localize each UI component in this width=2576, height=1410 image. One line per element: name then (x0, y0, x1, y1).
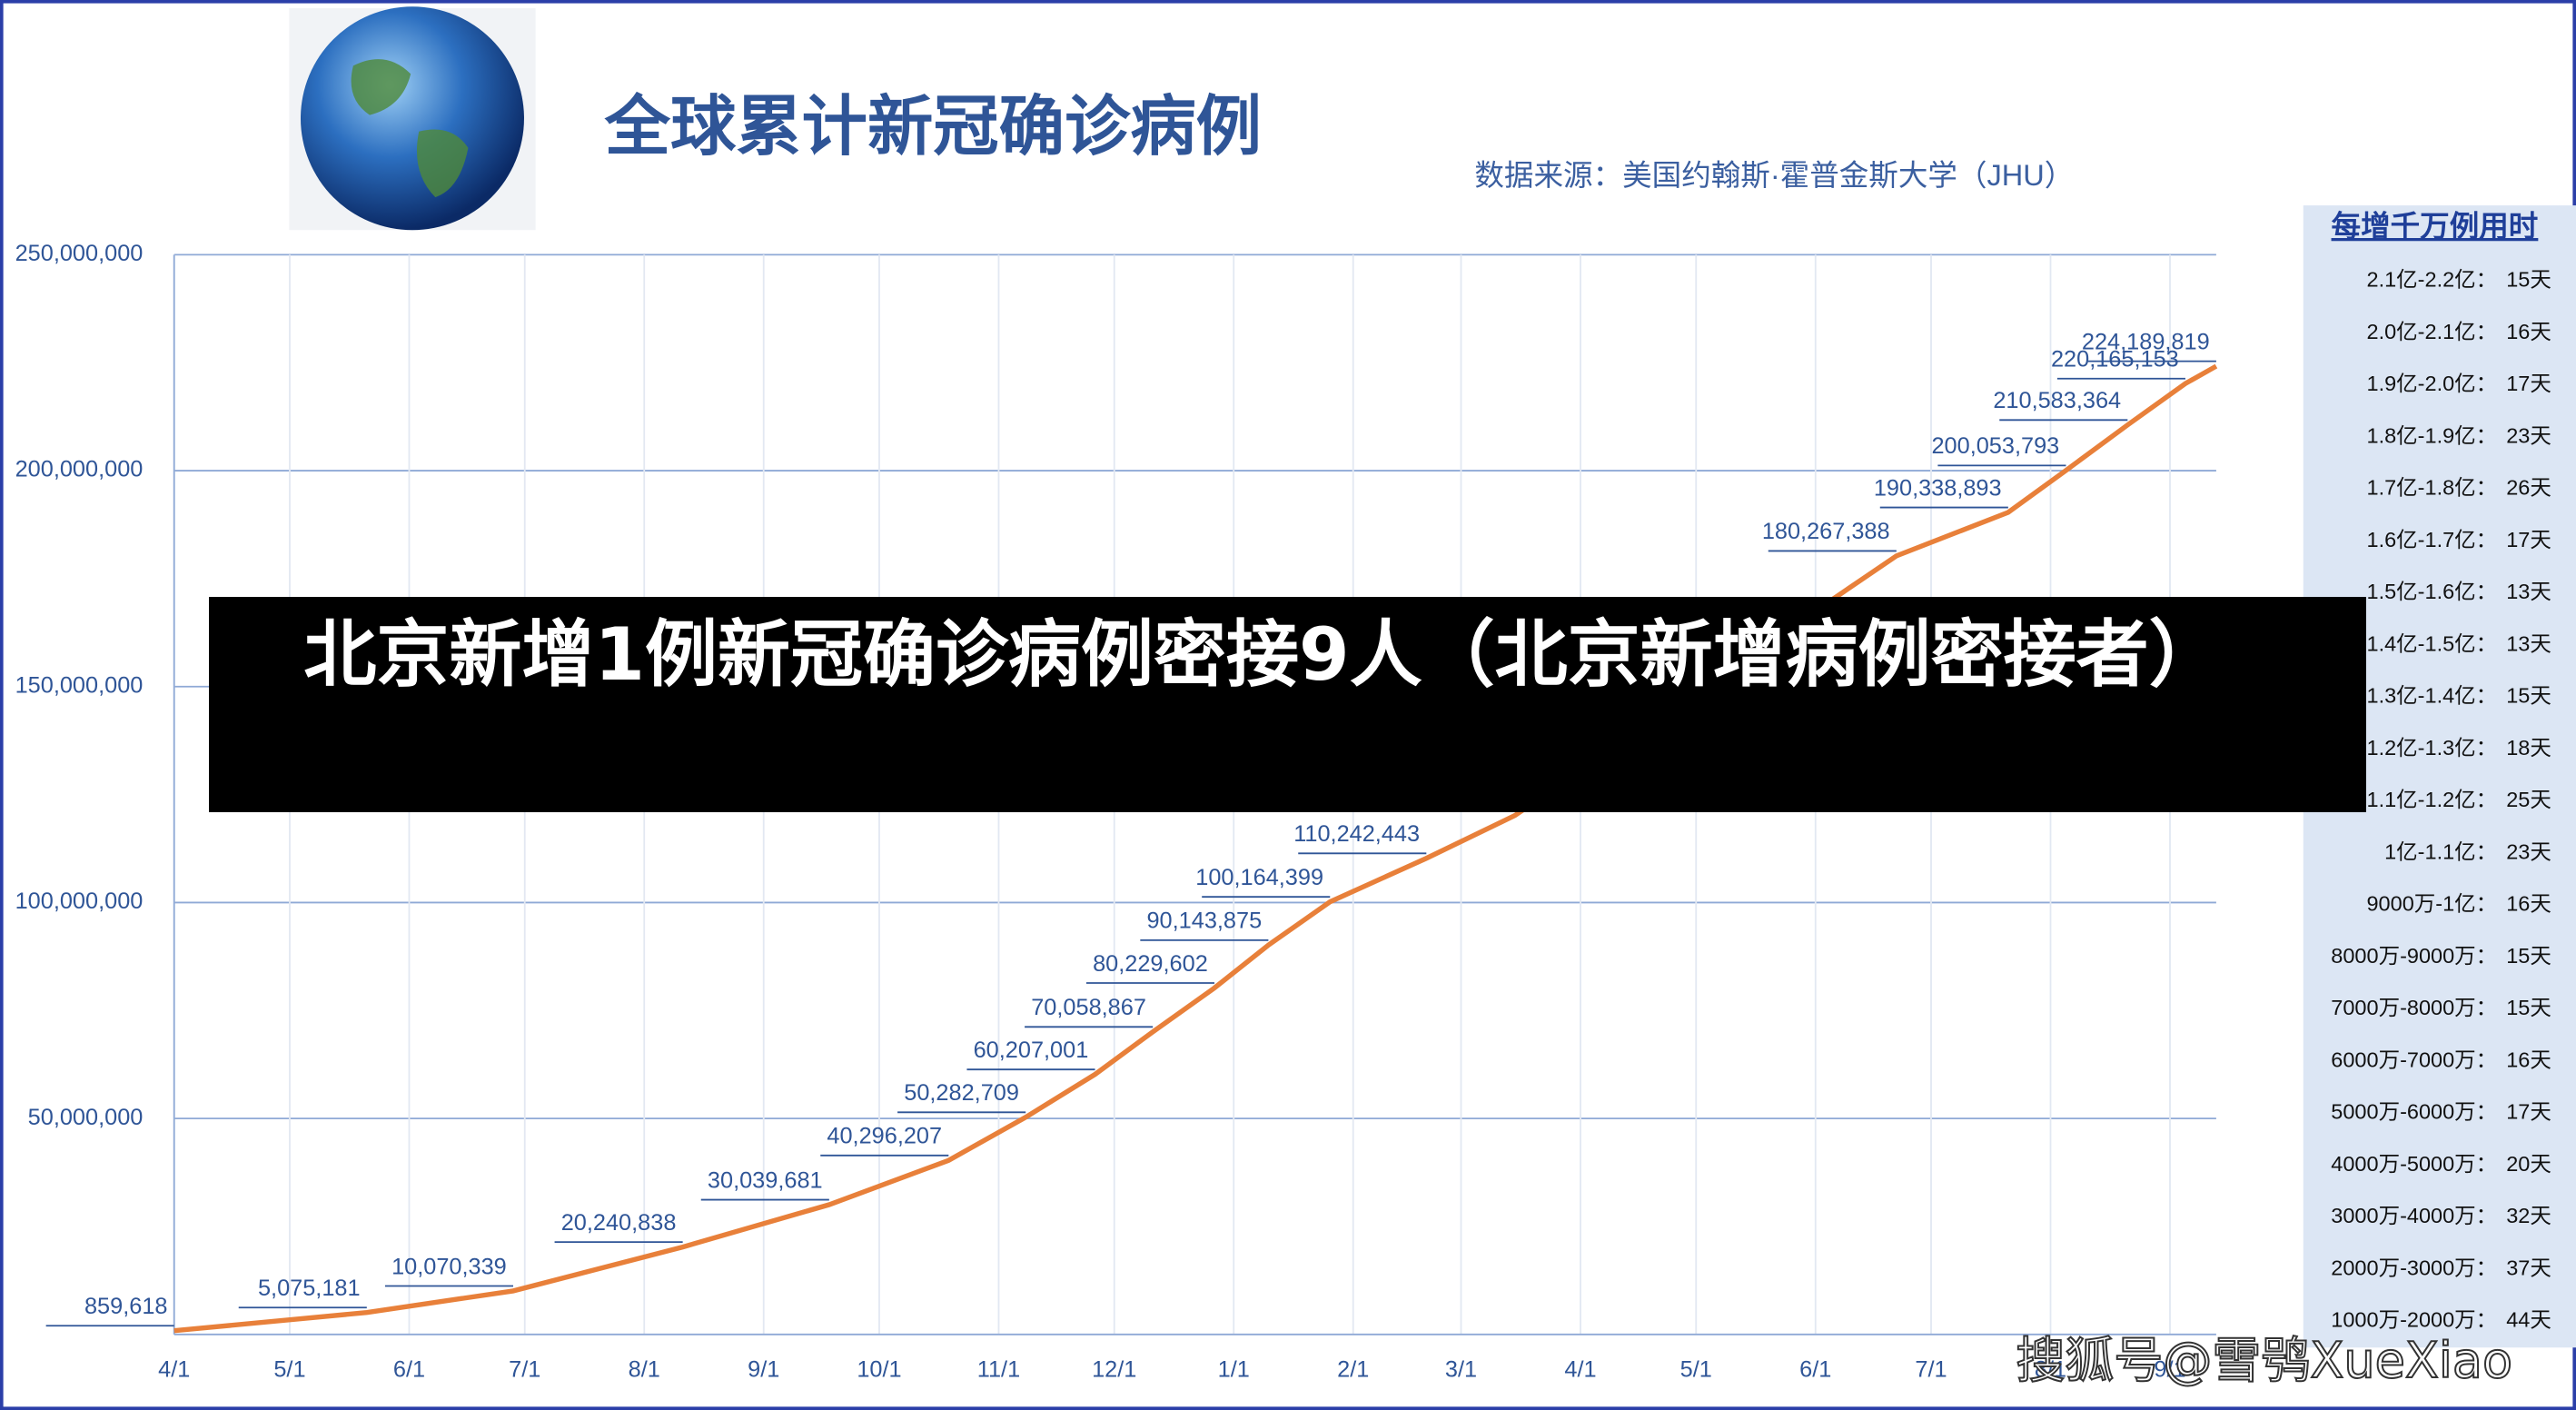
x-tick-label: 3/1 (1445, 1356, 1477, 1382)
x-tick-label: 7/1 (1915, 1356, 1947, 1382)
data-label: 60,207,001 (974, 1038, 1089, 1063)
side-days: 17天 (2506, 1100, 2551, 1124)
side-days: 15天 (2506, 944, 2551, 968)
x-tick-label: 2/1 (1337, 1356, 1369, 1382)
side-range: 1.6亿-1.7亿： (2367, 528, 2498, 551)
side-days: 15天 (2506, 996, 2551, 1019)
x-tick-label: 5/1 (273, 1356, 305, 1382)
side-range: 1亿-1.1亿： (2384, 839, 2497, 863)
side-days: 26天 (2506, 476, 2551, 500)
side-range: 1.3亿-1.4亿： (2367, 684, 2498, 708)
side-range: 1.2亿-1.3亿： (2367, 736, 2498, 760)
data-label: 224,189,819 (2082, 329, 2210, 354)
side-days: 17天 (2506, 372, 2551, 395)
side-days: 23天 (2506, 423, 2551, 447)
side-days: 16天 (2506, 320, 2551, 343)
x-tick-label: 4/1 (158, 1356, 190, 1382)
x-tick-label: 5/1 (1680, 1356, 1712, 1382)
data-label: 20,240,838 (561, 1210, 677, 1236)
side-range: 9000万-1亿： (2367, 892, 2498, 916)
x-tick-label: 9/1 (748, 1356, 779, 1382)
y-tick-label: 250,000,000 (15, 241, 144, 266)
data-label: 220,165,153 (2051, 347, 2179, 372)
data-label: 859,618 (84, 1294, 167, 1319)
data-label: 210,583,364 (1993, 388, 2121, 413)
series-line (173, 363, 2218, 1334)
x-tick-label: 4/1 (1564, 1356, 1596, 1382)
banner: 北京新增1例新冠确诊病例密接9人（北京新增病例密接者） (209, 597, 2366, 812)
side-range: 8000万-9000万： (2331, 944, 2497, 968)
x-tick-label: 8/1 (2035, 1356, 2066, 1382)
data-label: 200,053,793 (1931, 433, 2059, 459)
chart-title: 全球累计新冠确诊病例 (604, 91, 1262, 164)
data-label: 50,282,709 (904, 1080, 1019, 1106)
y-tick-label: 100,000,000 (15, 889, 144, 914)
x-tick-label: 12/1 (1092, 1356, 1136, 1382)
data-label: 40,296,207 (827, 1124, 942, 1149)
side-title: 每增千万例用时 (2332, 209, 2539, 243)
side-range: 2.1亿-2.2亿： (2367, 268, 2498, 292)
side-days: 32天 (2506, 1204, 2551, 1227)
data-label: 30,039,681 (708, 1167, 823, 1193)
side-days: 25天 (2506, 788, 2551, 811)
y-tick-label: 150,000,000 (15, 672, 144, 698)
x-tick-label: 7/1 (509, 1356, 540, 1382)
side-range: 1.7亿-1.8亿： (2367, 476, 2498, 500)
side-days: 23天 (2506, 839, 2551, 863)
side-range: 1000万-2000万： (2331, 1308, 2497, 1332)
data-label: 80,229,602 (1093, 951, 1208, 977)
side-range: 2.0亿-2.1亿： (2367, 320, 2498, 343)
subtitle: 数据来源：美国约翰斯·霍普金斯大学（JHU） (1474, 159, 2074, 192)
globe-land (351, 59, 469, 198)
x-tick-label: 11/1 (977, 1356, 1020, 1382)
side-range: 1.9亿-2.0亿： (2367, 372, 2498, 395)
x-tick-label: 8/1 (629, 1356, 660, 1382)
data-label: 180,267,388 (1762, 519, 1890, 544)
side-range: 4000万-5000万： (2331, 1152, 2497, 1176)
data-label: 5,075,181 (258, 1276, 361, 1301)
data-label: 110,242,443 (1293, 821, 1420, 847)
watermark: 搜狐号@雪鸮XueXiao (2015, 1331, 2513, 1390)
side-range: 6000万-7000万： (2331, 1048, 2497, 1071)
x-tick-label: 6/1 (393, 1356, 425, 1382)
side-range: 5000万-6000万： (2331, 1100, 2497, 1124)
banner-text: 北京新增1例新冠确诊病例密接9人（北京新增病例密接者） (303, 612, 2222, 697)
data-label: 190,338,893 (1874, 475, 2002, 501)
side-days: 13天 (2506, 631, 2551, 655)
side-range: 1.5亿-1.6亿： (2367, 580, 2498, 603)
side-range: 3000万-4000万： (2331, 1204, 2497, 1227)
data-label: 70,058,867 (1031, 995, 1146, 1020)
side-range: 7000万-8000万： (2331, 996, 2497, 1019)
side-days: 37天 (2506, 1256, 2551, 1279)
x-tick-label: 1/1 (1218, 1356, 1250, 1382)
globe (300, 6, 524, 231)
y-tick-label: 200,000,000 (15, 457, 144, 482)
side-range: 1.8亿-1.9亿： (2367, 423, 2498, 447)
side-range: 1.1亿-1.2亿： (2367, 788, 2498, 811)
side-days: 17天 (2506, 528, 2551, 551)
side-days: 15天 (2506, 684, 2551, 708)
side-range: 2000万-3000万： (2331, 1256, 2497, 1279)
side-days: 15天 (2506, 268, 2551, 292)
side-days: 13天 (2506, 580, 2551, 603)
x-tick-label: 10/1 (857, 1356, 901, 1382)
side-days: 16天 (2506, 1048, 2551, 1071)
y-tick-label: 50,000,000 (28, 1105, 144, 1130)
side-days: 44天 (2506, 1308, 2551, 1332)
side-days: 16天 (2506, 892, 2551, 916)
x-tick-label: 9/1 (2154, 1356, 2185, 1382)
side-days: 20天 (2506, 1152, 2551, 1176)
side-days: 18天 (2506, 736, 2551, 760)
data-label: 100,164,399 (1195, 865, 1323, 890)
side-range: 1.4亿-1.5亿： (2367, 631, 2498, 655)
data-label: 90,143,875 (1146, 909, 1262, 934)
data-label: 10,070,339 (391, 1254, 507, 1279)
x-tick-label: 6/1 (1799, 1356, 1831, 1382)
